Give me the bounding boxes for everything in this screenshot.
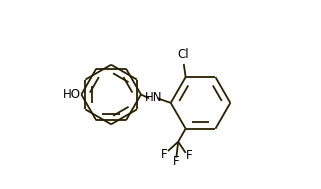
Text: HO: HO [62,88,81,101]
Text: F: F [173,155,180,168]
Text: F: F [186,149,192,162]
Text: F: F [161,148,168,161]
Text: HN: HN [145,91,163,104]
Text: Cl: Cl [177,48,189,61]
